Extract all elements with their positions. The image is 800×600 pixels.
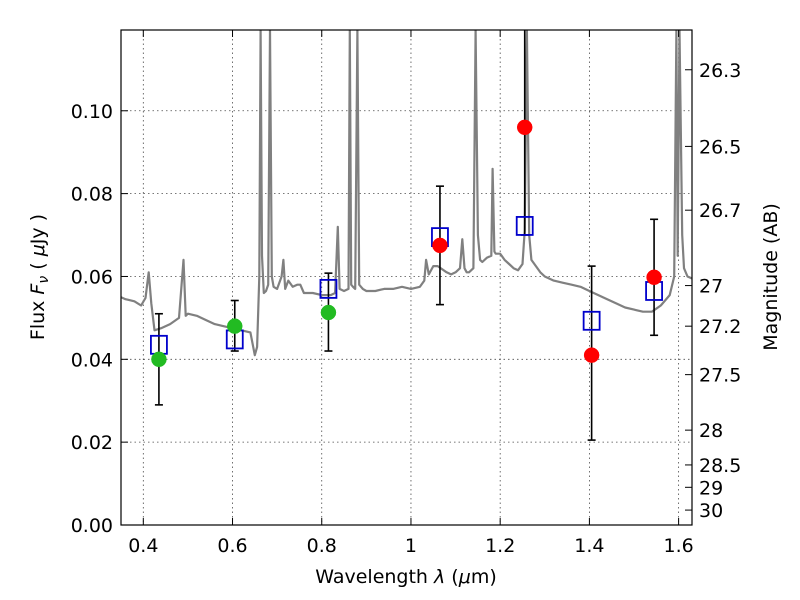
observed-flux-point bbox=[432, 237, 448, 254]
right-tick-label: 30 bbox=[699, 500, 723, 522]
right-tick-label: 27.2 bbox=[699, 316, 741, 338]
observed-flux-point bbox=[516, 119, 533, 136]
y-tick-label: 0.08 bbox=[71, 184, 113, 206]
ticks bbox=[121, 30, 692, 526]
right-tick-label: 28 bbox=[699, 420, 723, 442]
y-tick-label: 0.02 bbox=[71, 432, 113, 454]
right-tick-label: 26.3 bbox=[699, 60, 741, 82]
observed-flux-point bbox=[151, 351, 167, 368]
error-bars-layer bbox=[154, 30, 659, 441]
y-tick-label: 0.06 bbox=[71, 266, 113, 288]
y-tick-label: 0.04 bbox=[71, 349, 113, 371]
observed-flux-point bbox=[227, 318, 243, 334]
observed-flux-point bbox=[583, 347, 600, 363]
x-tick-label: 1.6 bbox=[664, 535, 694, 557]
observed-flux-point bbox=[320, 304, 337, 321]
x-tick-label: 1.2 bbox=[485, 535, 515, 557]
right-tick-label: 29 bbox=[699, 477, 723, 499]
y-axis-label: Flux Fν ( μJy ) bbox=[27, 214, 52, 340]
right-axis-label: Magnitude (AB) bbox=[760, 203, 782, 351]
x-axis-label: Wavelength λ (μm) bbox=[315, 566, 496, 588]
model-flux-square bbox=[319, 278, 338, 299]
x-tick-label: 0.8 bbox=[307, 535, 337, 557]
right-tick-label: 27.5 bbox=[699, 365, 741, 387]
x-tick-label: 0.4 bbox=[128, 535, 158, 557]
right-tick-label: 26.7 bbox=[699, 200, 741, 222]
x-tick-label: 0.6 bbox=[217, 535, 247, 557]
data-points-layer bbox=[150, 119, 663, 368]
right-tick-label: 26.5 bbox=[699, 136, 741, 158]
y-tick-label: 0.10 bbox=[71, 101, 113, 123]
x-tick-label: 1 bbox=[405, 535, 417, 557]
x-tick-label: 1.4 bbox=[574, 535, 604, 557]
sed-model-layer bbox=[121, 30, 692, 357]
observed-flux-point bbox=[646, 269, 662, 286]
model-flux-square bbox=[515, 216, 534, 236]
sed-model-line bbox=[121, 30, 692, 357]
model-flux-square bbox=[582, 310, 601, 331]
plot-frame bbox=[120, 29, 693, 526]
tick-labels: 0.4 0.6 0.8 1 1.2 1.4 1.6 0.00 0.02 0.04 0.06 0.08 0… bbox=[71, 60, 742, 557]
y-tick-label: 0.00 bbox=[71, 515, 113, 537]
right-tick-label: 27 bbox=[699, 276, 723, 298]
grid bbox=[121, 30, 692, 526]
right-tick-label: 28.5 bbox=[699, 455, 741, 477]
